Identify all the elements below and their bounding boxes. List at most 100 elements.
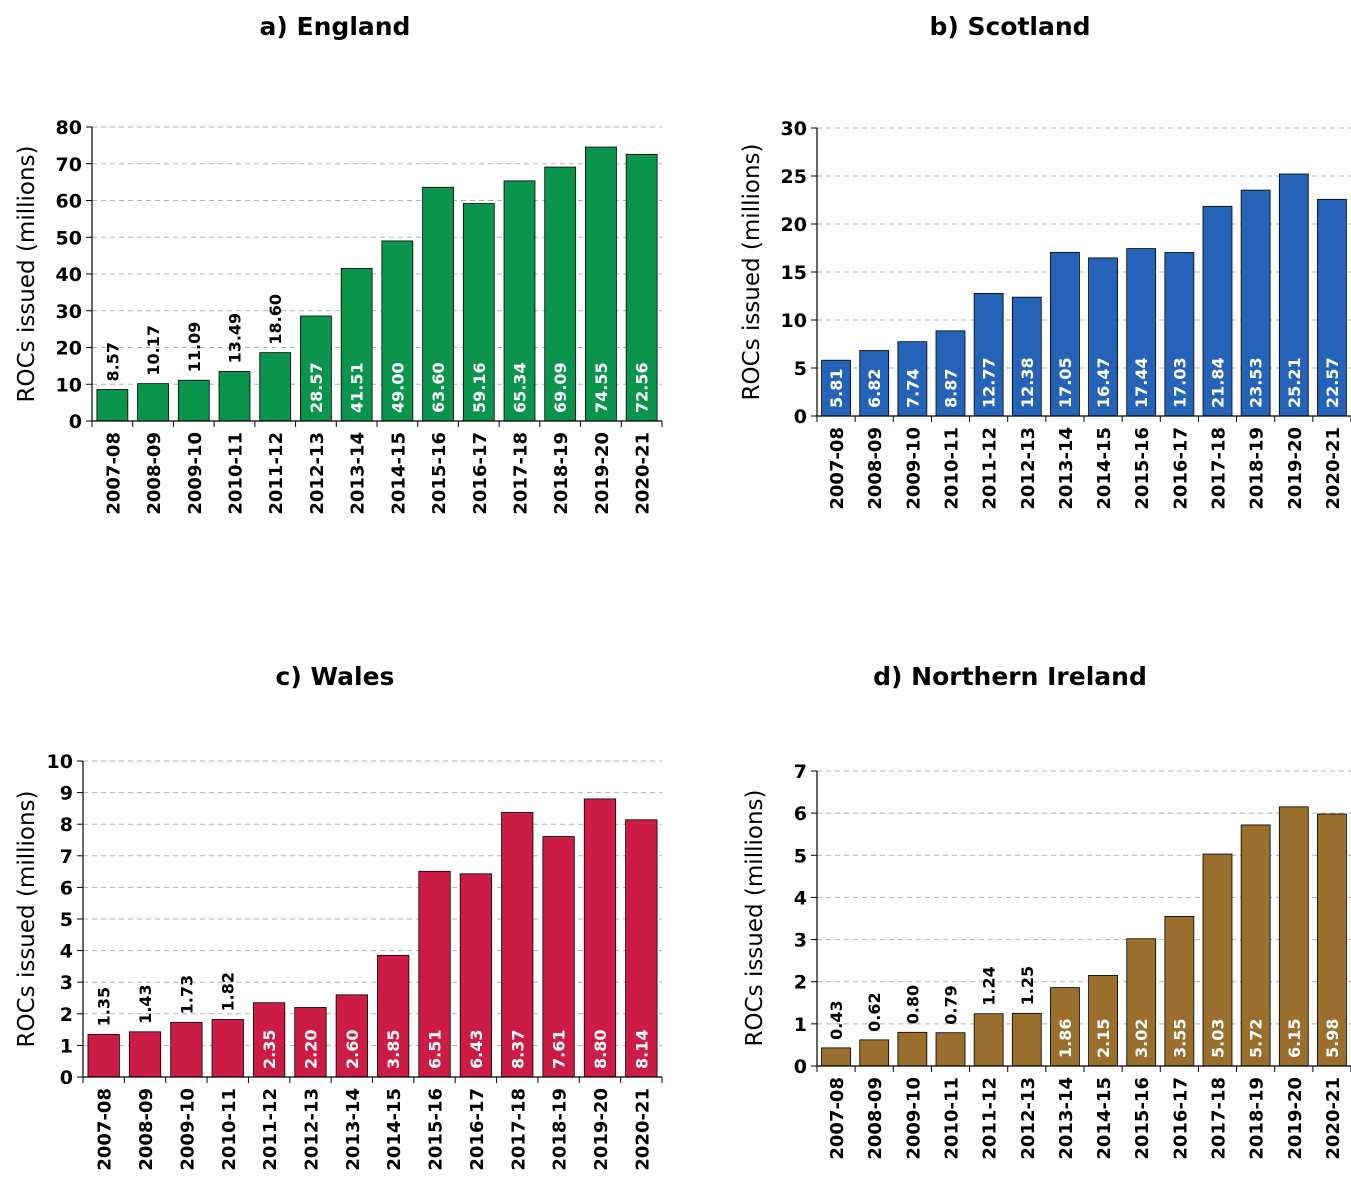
data-label: 2.35 <box>260 1030 279 1069</box>
data-label: 65.34 <box>511 362 530 413</box>
bar <box>544 166 577 422</box>
x-tick-label: 2008-09 <box>144 432 165 515</box>
x-tick-label: 2010-11 <box>219 1088 240 1171</box>
bar <box>177 379 210 422</box>
plot-area: 0 1 2 3 4 5 6 7 0.43 2007-08 0.62 2008-09 0.80 2009-1… <box>742 761 1351 1160</box>
bar <box>1240 189 1271 417</box>
x-tick-label: 2020-21 <box>1323 1077 1344 1160</box>
bar <box>1317 198 1347 417</box>
bar <box>377 954 410 1078</box>
x-tick-label: 2016-17 <box>470 432 491 515</box>
bar <box>259 352 292 422</box>
data-label: 3.85 <box>384 1030 403 1069</box>
data-label: 17.03 <box>1170 357 1189 408</box>
x-tick-label: 2008-09 <box>865 1077 886 1160</box>
x-tick-label: 2018-19 <box>1247 1077 1268 1160</box>
data-label: 59.16 <box>470 362 489 413</box>
bar <box>459 873 493 1078</box>
data-label: 5.03 <box>1209 1019 1228 1058</box>
bar <box>1126 248 1157 417</box>
data-label: 49.00 <box>388 362 407 413</box>
x-tick-label: 2012-13 <box>301 1088 322 1171</box>
y-tick-label: 4 <box>60 941 73 963</box>
chart-title: a) England <box>259 12 411 41</box>
x-tick-label: 2012-13 <box>1018 1077 1039 1160</box>
data-label: 6.15 <box>1285 1019 1304 1058</box>
x-tick-label: 2007-08 <box>103 432 124 515</box>
x-tick-label: 2017-18 <box>1209 427 1230 510</box>
data-label: 1.24 <box>980 966 999 1005</box>
y-tick-label: 5 <box>60 909 73 931</box>
bar-chart-wales: 0 1 2 3 4 5 6 7 8 9 10 1.35 2007-08 1.43 2008-09 1.73 20… <box>14 751 663 1171</box>
x-tick-label: 2011-12 <box>266 432 287 515</box>
chart-panel-scotland: b) Scotland 0 5 10 15 20 25 30 5.81 2007-08 6.82 2… <box>675 0 1351 590</box>
data-label: 7.61 <box>550 1030 569 1069</box>
x-tick-label: 2011-12 <box>980 427 1001 510</box>
x-tick-label: 2011-12 <box>980 1077 1001 1160</box>
data-label: 23.53 <box>1247 357 1266 408</box>
y-tick-label: 0 <box>69 411 82 433</box>
x-tick-label: 2013-14 <box>348 432 369 515</box>
y-tick-label: 10 <box>56 374 82 396</box>
bar <box>128 1031 162 1078</box>
y-tick-label: 1 <box>60 1035 73 1057</box>
data-label: 5.72 <box>1247 1019 1266 1058</box>
y-tick-label: 40 <box>56 264 82 286</box>
y-tick-label: 30 <box>56 301 82 323</box>
y-tick-label: 70 <box>56 154 82 176</box>
data-label: 1.25 <box>1018 966 1037 1005</box>
data-label: 22.57 <box>1323 357 1342 408</box>
bar <box>96 389 129 422</box>
x-tick-label: 2012-13 <box>1018 427 1039 510</box>
data-label: 16.47 <box>1094 357 1113 408</box>
y-tick-label: 20 <box>56 338 82 360</box>
y-tick-label: 9 <box>60 783 73 805</box>
bar <box>1164 915 1195 1067</box>
data-label: 17.05 <box>1056 357 1075 408</box>
x-tick-label: 2018-19 <box>550 1088 571 1171</box>
y-axis-label: ROCs issued (millions) <box>14 146 40 403</box>
x-tick-label: 2016-17 <box>467 1088 488 1171</box>
x-tick-label: 2009-10 <box>185 432 206 515</box>
data-label: 6.82 <box>865 369 884 408</box>
x-tick-label: 2009-10 <box>903 427 924 510</box>
bar <box>87 1033 120 1078</box>
x-tick-label: 2013-14 <box>1056 427 1077 510</box>
y-tick-label: 20 <box>781 214 807 236</box>
y-tick-label: 3 <box>60 972 73 994</box>
bar <box>1278 173 1309 417</box>
data-label: 12.77 <box>980 357 999 408</box>
y-tick-label: 50 <box>56 227 82 249</box>
x-tick-label: 2017-18 <box>508 1088 529 1171</box>
bar <box>1278 806 1309 1067</box>
bar <box>137 383 169 422</box>
x-tick-label: 2013-14 <box>343 1088 364 1171</box>
x-tick-label: 2015-16 <box>426 1088 447 1171</box>
data-label: 6.43 <box>467 1030 486 1069</box>
y-tick-label: 5 <box>794 358 807 380</box>
data-label: 0.62 <box>865 992 884 1031</box>
bar <box>1011 1012 1042 1067</box>
bar <box>542 836 575 1078</box>
data-label: 2.20 <box>301 1030 320 1069</box>
bar <box>1202 853 1233 1067</box>
bar <box>1050 251 1080 417</box>
x-tick-label: 2007-08 <box>827 1077 848 1160</box>
bar <box>1088 257 1118 417</box>
data-label: 41.51 <box>348 362 367 413</box>
x-tick-label: 2007-08 <box>95 1088 116 1171</box>
chart-title: b) Scotland <box>929 12 1091 41</box>
data-label: 74.55 <box>592 362 611 413</box>
x-tick-label: 2014-15 <box>388 432 409 515</box>
y-axis-label: ROCs issued (millions) <box>739 144 765 401</box>
y-tick-label: 15 <box>781 262 807 284</box>
bar <box>821 1047 851 1067</box>
bar-chart-scotland: 0 5 10 15 20 25 30 5.81 2007-08 6.82 2008-09 7.74 20… <box>739 118 1351 510</box>
bar-chart-england: 0 10 20 30 40 50 60 70 80 8.57 2007-08 10.17 2008-09… <box>14 117 663 515</box>
y-tick-label: 2 <box>794 972 807 994</box>
data-label: 0.79 <box>942 985 961 1024</box>
y-tick-label: 5 <box>794 845 807 867</box>
data-label: 18.60 <box>266 294 285 345</box>
data-label: 6.51 <box>426 1030 445 1069</box>
bar <box>1126 938 1157 1067</box>
